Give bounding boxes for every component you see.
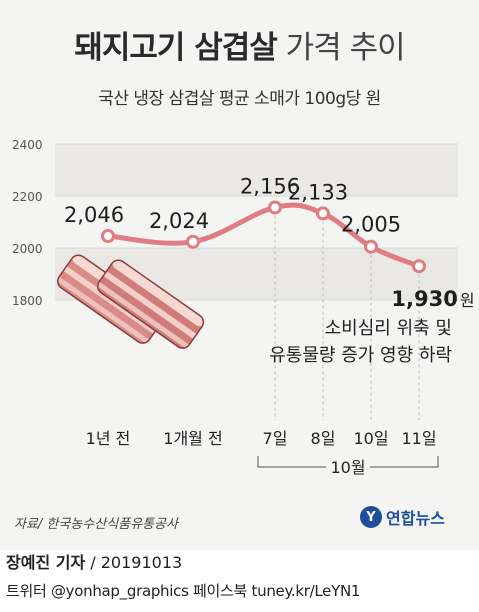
data-point — [316, 206, 330, 221]
y-tick-label: 1800 — [12, 294, 43, 308]
month-bracket: 10월 — [257, 456, 439, 477]
data-point — [101, 229, 115, 244]
source-note: 자료/ 한국농수산식품유통공사 — [14, 517, 178, 532]
data-label: 2,156 — [240, 174, 300, 198]
chart-title: 돼지고기 삼겹살 가격 추이 — [0, 22, 479, 67]
title-light: 가격 추이 — [285, 30, 406, 66]
x-tick-label: 10일 — [353, 429, 388, 448]
title-strong: 돼지고기 삼겹살 — [74, 30, 277, 66]
logo-text: 연합뉴스 — [386, 509, 445, 528]
data-label: 2,133 — [288, 180, 348, 204]
x-tick-label: 1년 전 — [86, 429, 131, 448]
social-links: 트위터 @yonhap_graphics 페이스북 tuney.kr/LeYN1 — [6, 582, 361, 600]
yonhap-logo: Y 연합뉴스 — [360, 505, 445, 529]
data-label: 2,046 — [64, 203, 124, 227]
annotation-line: 소비심리 위축 및 — [325, 318, 452, 339]
x-tick-labels: 1년 전 1개월 전 7일 8일 10일 11일 — [86, 429, 437, 448]
publish-date: / 20191013 — [85, 553, 183, 572]
annotation-line: 유통물량 증가 영향 하락 — [269, 345, 452, 366]
byline: 장예진 기자 / 20191013 — [6, 549, 182, 573]
y-tick-label: 2200 — [12, 190, 43, 204]
data-point — [364, 239, 378, 254]
data-label: 2,024 — [149, 209, 209, 233]
data-points — [101, 200, 426, 274]
group-label: 10월 — [330, 458, 365, 477]
data-label: 1,930 원 — [391, 287, 474, 311]
data-point — [412, 259, 426, 274]
bacon-illustration-icon — [56, 254, 205, 349]
y-tick-label: 2400 — [12, 138, 43, 152]
yonhap-logo-icon: Y — [360, 506, 382, 528]
chart-subtitle: 국산 냉장 삼겹살 평균 소매가 100g당 원 — [98, 89, 381, 109]
grid-bands — [55, 143, 458, 301]
x-tick-label: 7일 — [263, 429, 288, 448]
x-tick-label: 1개월 전 — [163, 429, 222, 448]
y-tick-labels: 2400 2200 2000 1800 — [12, 138, 43, 308]
y-tick-label: 2000 — [12, 242, 43, 256]
data-point — [268, 200, 282, 215]
grid-band — [55, 144, 458, 196]
x-tick-label: 8일 — [311, 429, 336, 448]
unit-label: 원 — [460, 291, 475, 310]
x-tick-label: 11일 — [401, 429, 436, 448]
reporter-name: 장예진 기자 — [6, 553, 86, 572]
data-label: 2,005 — [341, 213, 401, 237]
data-point — [186, 234, 200, 249]
